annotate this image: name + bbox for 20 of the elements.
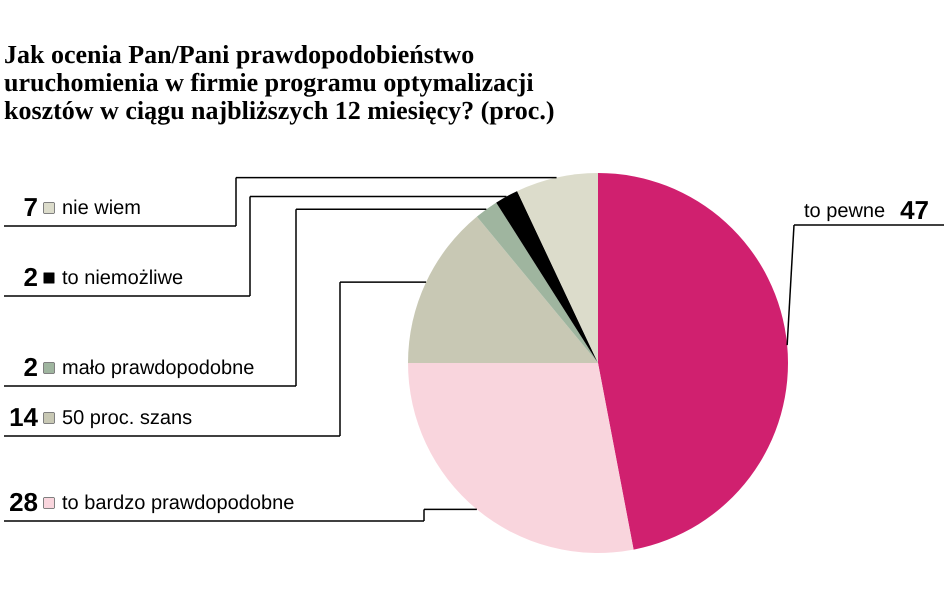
legend-label: nie wiem bbox=[62, 197, 141, 219]
data-label: 14 bbox=[9, 402, 39, 432]
data-label: 2 bbox=[24, 262, 38, 292]
slice-label: to pewne bbox=[804, 200, 886, 222]
pie-slice bbox=[408, 363, 634, 553]
pie-slice bbox=[408, 216, 598, 363]
pie-slice bbox=[476, 202, 598, 363]
text: Jak ocenia Pan/Pani prawdopodobieństwo bbox=[4, 40, 474, 69]
text: uruchomienia w firmie programu optymalizacji bbox=[4, 68, 534, 97]
data-label: 47 bbox=[900, 195, 929, 225]
legend-label: to bardzo prawdopodobne bbox=[62, 492, 294, 514]
data-label: 28 bbox=[9, 487, 38, 517]
pie-slice bbox=[517, 173, 598, 363]
pie-slice bbox=[598, 173, 788, 550]
legend-label: to niemożliwe bbox=[62, 267, 184, 289]
legend-label: 50 proc. szans bbox=[62, 407, 192, 429]
legend-label: mało prawdopodobne bbox=[62, 357, 254, 379]
data-label: 2 bbox=[24, 352, 38, 382]
data-label: 7 bbox=[24, 192, 38, 222]
text: kosztów w ciągu najbliższych 12 miesięcy? (proc.) bbox=[4, 96, 555, 125]
